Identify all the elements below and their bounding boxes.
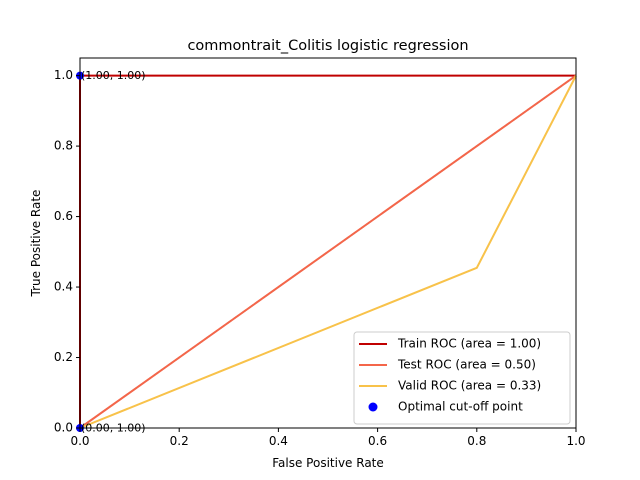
y-tick-label: 0.2 <box>54 350 73 364</box>
plot-frame <box>79 57 577 429</box>
test-roc-line <box>79 74 577 429</box>
x-tick-label: 0.6 <box>368 434 387 448</box>
legend-entry-label: Train ROC (area = 1.00) <box>397 337 541 351</box>
x-tick-label: 1.0 <box>566 434 585 448</box>
legend-box <box>353 331 571 425</box>
legend-entry-label: Valid ROC (area = 0.33) <box>398 379 541 393</box>
x-tick-label: 0.2 <box>170 434 189 448</box>
legend: Train ROC (area = 1.00) Test ROC (area = … <box>353 331 571 425</box>
chart-title: commontrait_Colitis logistic regression <box>187 38 468 54</box>
y-tick-label: 0.6 <box>54 209 73 223</box>
x-tick-label: 0.8 <box>467 434 486 448</box>
legend-swatch <box>368 402 378 412</box>
x-tick-label: 0.0 <box>70 434 89 448</box>
legend-entry-label: Optimal cut-off point <box>398 400 523 414</box>
y-axis-label: True Positive Rate <box>29 190 43 298</box>
legend-entry-label: Test ROC (area = 0.50) <box>397 358 536 372</box>
point-annotation: (1.00, 1.00) <box>81 69 146 82</box>
x-axis-label: False Positive Rate <box>272 456 384 470</box>
y-tick-label: 0.8 <box>54 139 73 153</box>
valid-roc-line <box>79 75 577 429</box>
y-tick-label: 1.0 <box>54 68 73 82</box>
y-tick-label: 0.4 <box>54 280 73 294</box>
x-tick-label: 0.4 <box>269 434 288 448</box>
y-tick-label: 0.0 <box>54 421 73 435</box>
